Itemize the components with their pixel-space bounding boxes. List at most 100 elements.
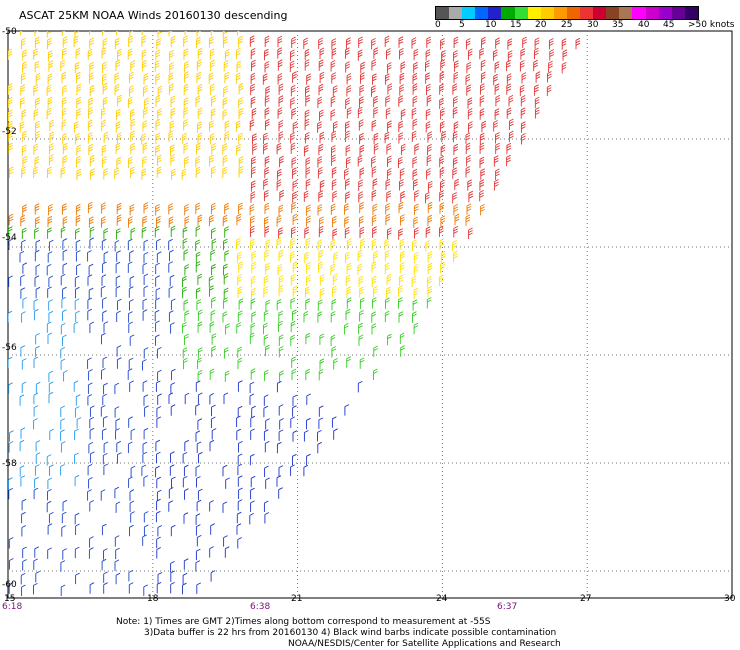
wind-barb bbox=[182, 582, 187, 595]
wind-barb bbox=[115, 261, 121, 274]
wind-barb bbox=[170, 451, 175, 463]
wind-barb bbox=[495, 94, 501, 107]
wind-barb bbox=[46, 31, 52, 38]
wind-barb bbox=[19, 394, 25, 406]
wind-barbs bbox=[8, 31, 581, 596]
wind-barb bbox=[49, 464, 54, 476]
wind-barb bbox=[289, 60, 295, 72]
wind-barb bbox=[130, 60, 136, 72]
wind-barb bbox=[237, 463, 243, 476]
wind-barb bbox=[128, 321, 134, 333]
wind-barb bbox=[48, 381, 54, 393]
wind-barb bbox=[8, 382, 13, 394]
wind-barb bbox=[250, 180, 256, 192]
wind-barb bbox=[318, 143, 324, 156]
wind-barb bbox=[142, 380, 148, 392]
wind-barb bbox=[292, 430, 298, 442]
wind-barb bbox=[398, 285, 403, 297]
wind-barb bbox=[400, 345, 405, 357]
wind-barb bbox=[306, 215, 311, 227]
wind-barb bbox=[306, 274, 311, 286]
wind-barb bbox=[319, 216, 324, 228]
legend-label: 5 bbox=[459, 20, 465, 30]
wind-barb bbox=[291, 156, 297, 169]
wind-barb bbox=[103, 382, 108, 395]
wind-barb bbox=[128, 569, 134, 582]
wind-barb bbox=[76, 155, 81, 168]
wind-barb bbox=[76, 108, 81, 120]
wind-barb bbox=[156, 215, 161, 228]
wind-barb bbox=[209, 154, 214, 167]
wind-barb bbox=[62, 286, 67, 299]
wind-barb bbox=[371, 275, 377, 288]
wind-barb bbox=[330, 263, 336, 276]
wind-barb bbox=[74, 406, 80, 418]
wind-barb bbox=[60, 418, 66, 430]
wind-barb bbox=[371, 311, 377, 323]
legend-label: >50 knots bbox=[688, 20, 735, 30]
wind-barb bbox=[87, 274, 93, 286]
legend-swatch bbox=[514, 7, 528, 19]
wind-barb bbox=[74, 298, 80, 310]
wind-barb bbox=[155, 118, 161, 131]
wind-barb bbox=[235, 72, 241, 84]
wind-barb bbox=[331, 346, 337, 358]
wind-barb bbox=[263, 132, 268, 144]
wind-barb bbox=[465, 73, 471, 86]
wind-barb bbox=[195, 430, 201, 442]
legend-swatch bbox=[527, 7, 541, 19]
wind-barb bbox=[414, 189, 419, 202]
wind-barb bbox=[183, 357, 188, 370]
legend-label: 35 bbox=[612, 20, 624, 30]
wind-barb bbox=[278, 119, 284, 132]
wind-barb bbox=[195, 403, 200, 416]
wind-barb bbox=[47, 523, 53, 535]
wind-barb bbox=[332, 85, 338, 97]
wind-barb bbox=[168, 392, 174, 404]
wind-barb bbox=[306, 393, 312, 405]
wind-barb bbox=[413, 48, 419, 61]
wind-barb bbox=[345, 120, 350, 133]
wind-barb bbox=[155, 144, 160, 157]
wind-barb bbox=[277, 263, 283, 276]
wind-barb bbox=[237, 274, 242, 286]
wind-barb bbox=[276, 475, 282, 487]
wind-barb bbox=[196, 142, 201, 155]
wind-barb bbox=[46, 500, 52, 513]
wind-barb bbox=[399, 179, 404, 191]
wind-barb bbox=[399, 47, 404, 60]
wind-barb bbox=[238, 261, 243, 273]
wind-barb bbox=[398, 274, 404, 286]
wind-barb bbox=[197, 418, 203, 430]
wind-barb bbox=[534, 37, 540, 49]
wind-barb bbox=[116, 31, 121, 36]
wind-barb bbox=[223, 347, 229, 359]
wind-barb bbox=[170, 154, 176, 166]
wind-barb bbox=[399, 72, 405, 85]
wind-barb bbox=[493, 73, 498, 86]
wind-barb bbox=[238, 82, 244, 95]
wind-barb bbox=[47, 166, 52, 178]
wind-barb bbox=[384, 262, 390, 274]
wind-barb bbox=[89, 451, 95, 463]
wind-barb bbox=[88, 107, 93, 119]
wind-barb bbox=[141, 168, 147, 180]
wind-barb bbox=[278, 334, 284, 346]
wind-barb bbox=[481, 36, 486, 49]
wind-barb bbox=[548, 60, 553, 73]
wind-barb bbox=[412, 156, 418, 168]
wind-barb bbox=[222, 311, 228, 323]
wind-barb bbox=[386, 62, 392, 74]
wind-barb bbox=[331, 154, 336, 166]
wind-barb bbox=[9, 430, 14, 442]
wind-barb bbox=[264, 512, 270, 524]
wind-barb bbox=[238, 298, 244, 310]
wind-barb bbox=[480, 203, 485, 216]
wind-barb bbox=[34, 36, 40, 49]
wind-barb bbox=[236, 511, 242, 524]
wind-barb bbox=[103, 463, 109, 475]
wind-barb bbox=[128, 71, 134, 84]
wind-barb bbox=[562, 49, 568, 61]
wind-barb bbox=[346, 37, 351, 49]
wind-barb bbox=[128, 35, 133, 47]
